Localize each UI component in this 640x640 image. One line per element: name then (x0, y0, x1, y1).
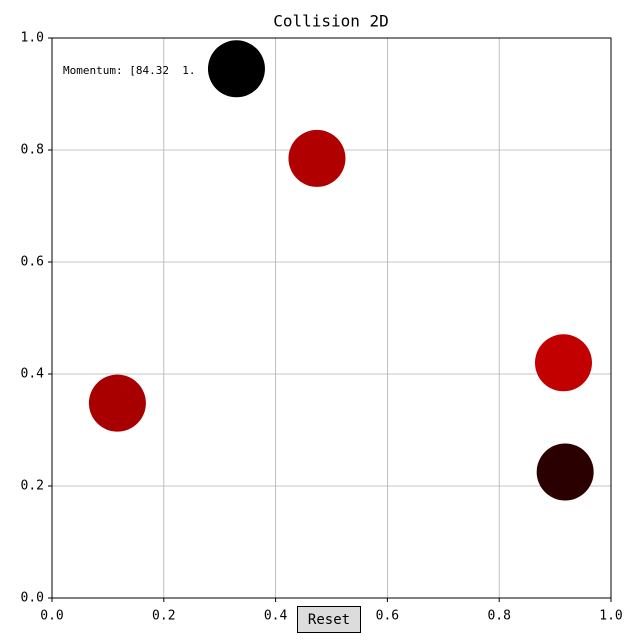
y-tick-label: 0.4 (21, 367, 45, 382)
reset-button[interactable]: Reset (297, 606, 361, 633)
annotation: Momentum: [84.32 1. (63, 64, 195, 77)
y-tick-label: 1.0 (21, 31, 44, 46)
ball (288, 129, 346, 187)
ball (536, 443, 594, 501)
ball (88, 374, 146, 432)
x-tick-label: 0.0 (40, 609, 63, 624)
plot-frame (51, 37, 612, 599)
chart-title: Collision 2D (273, 12, 389, 31)
x-tick-label: 1.0 (599, 609, 622, 624)
x-tick-label: 0.8 (487, 609, 510, 624)
y-tick-label: 0.8 (21, 143, 44, 158)
x-tick-label: 0.4 (264, 609, 288, 624)
y-tick-label: 0.2 (21, 479, 44, 494)
ball (207, 40, 265, 98)
y-tick-label: 0.0 (21, 591, 44, 606)
x-tick-label: 0.2 (152, 609, 175, 624)
ball (534, 334, 592, 392)
x-tick-label: 0.6 (376, 609, 399, 624)
y-tick-label: 0.6 (21, 255, 44, 270)
